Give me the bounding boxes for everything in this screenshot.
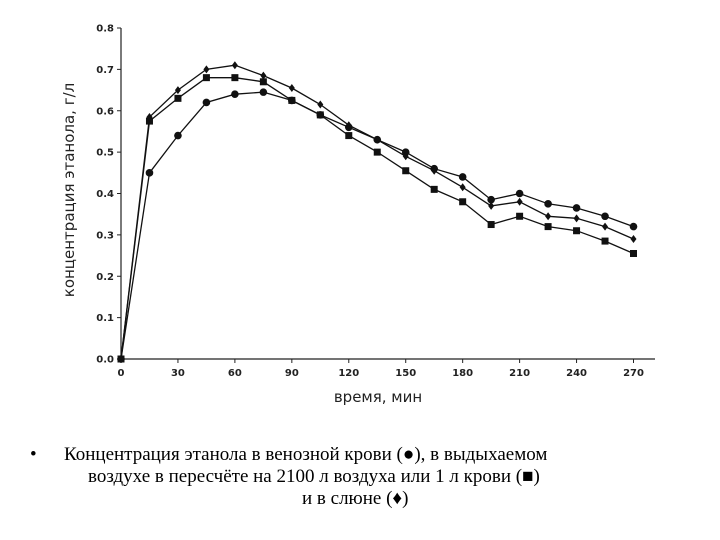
y-tick-label: 0.3 [96, 230, 114, 241]
data-point-diamond [573, 214, 580, 223]
data-point-square [601, 237, 609, 245]
data-point-circle [544, 200, 552, 208]
data-point-square [202, 74, 210, 82]
data-point-square [544, 223, 552, 231]
caption-line-1: Концентрация этанола в венозной крови (●… [64, 444, 548, 465]
data-point-circle [401, 148, 410, 156]
data-point-circle [174, 131, 182, 140]
data-point-square [516, 212, 524, 220]
y-tick-label: 0.2 [96, 272, 114, 283]
data-point-diamond [488, 201, 495, 210]
caption-bullet: • [30, 444, 37, 465]
data-point-diamond [459, 183, 466, 192]
data-point-square [402, 167, 410, 175]
data-point-diamond [203, 65, 210, 74]
data-point-circle [629, 222, 638, 231]
data-point-diamond [288, 83, 295, 92]
x-tick-label: 120 [338, 368, 359, 379]
y-tick-label: 0.5 [96, 148, 114, 159]
ethanol-concentration-chart: концентрация этанола, г/л время, мин 0.0… [60, 24, 655, 406]
data-point-circle [202, 98, 211, 107]
series-line-square [120, 77, 634, 360]
data-point-circle [487, 195, 495, 204]
x-tick-label: 30 [171, 368, 185, 379]
x-tick-label: 180 [452, 368, 473, 379]
data-point-square [487, 221, 495, 229]
data-point-diamond [174, 86, 181, 95]
data-point-circle [145, 169, 154, 177]
data-point-square [316, 111, 324, 119]
x-tick-label: 270 [623, 368, 644, 379]
data-point-circle [231, 90, 239, 98]
data-point-diamond [545, 212, 552, 221]
y-axis-label: концентрация этанола, г/л [60, 83, 78, 297]
data-point-square [373, 148, 381, 156]
series-line-diamond [120, 64, 634, 360]
data-point-square [231, 74, 239, 82]
x-tick-label: 90 [285, 368, 299, 379]
data-point-diamond [345, 121, 352, 130]
series-line-circle [120, 91, 634, 360]
y-axis-title: концентрация этанола, г/л [60, 83, 78, 297]
data-point-circle [572, 204, 581, 212]
x-tick-label: 0 [118, 368, 125, 379]
data-point-square [288, 96, 296, 104]
data-point-circle [515, 189, 524, 198]
axes: 0.0 0.1 0.2 0.3 0.4 0.5 0.6 0.7 0.8 0 30 60 90 120 150… [96, 24, 655, 379]
x-tick-label: 210 [509, 368, 530, 379]
x-axis-label: время, мин [334, 388, 422, 406]
y-tick-label: 0.8 [96, 24, 114, 35]
data-point-square [459, 198, 467, 206]
data-point-square [174, 94, 182, 102]
y-tick-label: 0.6 [96, 106, 114, 117]
caption-line-3: и в слюне (♦) [302, 488, 409, 509]
data-point-diamond [231, 61, 238, 70]
y-tick-label: 0.7 [96, 65, 114, 76]
x-tick-label: 150 [395, 368, 416, 379]
data-point-diamond [630, 235, 637, 244]
data-point-diamond [118, 355, 124, 363]
data-point-circle [259, 88, 268, 96]
data-point-diamond [146, 112, 153, 121]
y-tick-label: 0.0 [96, 355, 114, 366]
data-point-diamond [260, 71, 267, 80]
data-point-diamond [431, 166, 438, 175]
data-point-diamond [374, 135, 381, 144]
data-point-diamond [402, 152, 409, 161]
data-point-circle [458, 173, 467, 181]
data-point-square [345, 132, 353, 140]
data-point-square [573, 227, 581, 235]
data-point-diamond [516, 197, 523, 206]
plot-area [117, 61, 638, 363]
data-point-square [259, 78, 267, 86]
data-point-circle [601, 212, 609, 221]
x-tick-label: 60 [228, 368, 242, 379]
y-tick-label: 0.4 [96, 189, 114, 200]
x-tick-label: 240 [566, 368, 587, 379]
data-point-square [430, 185, 438, 193]
data-point-diamond [602, 222, 609, 231]
y-tick-label: 0.1 [96, 313, 114, 324]
data-point-diamond [317, 100, 324, 109]
data-point-square [630, 249, 637, 257]
caption-line-2: воздухе в пересчёте на 2100 л воздуха ил… [88, 466, 540, 487]
